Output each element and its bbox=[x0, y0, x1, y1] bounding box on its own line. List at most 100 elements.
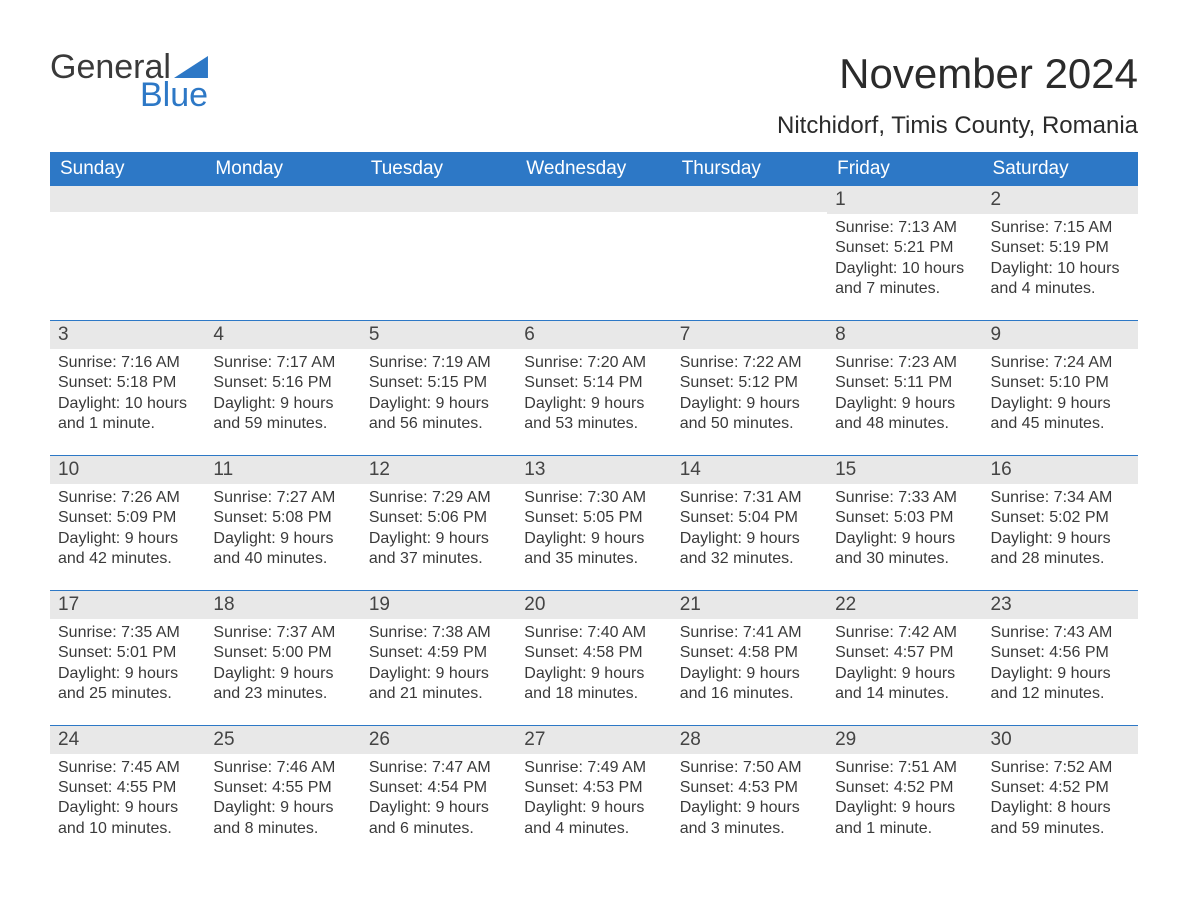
sunset-text: Sunset: 5:01 PM bbox=[58, 643, 197, 663]
day-body: Sunrise: 7:23 AMSunset: 5:11 PMDaylight:… bbox=[827, 349, 982, 441]
sunrise-text: Sunrise: 7:24 AM bbox=[991, 353, 1130, 373]
day-cell: 22Sunrise: 7:42 AMSunset: 4:57 PMDayligh… bbox=[827, 591, 982, 711]
daylight-text-2: and 1 minute. bbox=[835, 819, 974, 839]
daylight-text-1: Daylight: 9 hours bbox=[369, 664, 508, 684]
daylight-text-1: Daylight: 8 hours bbox=[991, 798, 1130, 818]
daylight-text-2: and 30 minutes. bbox=[835, 549, 974, 569]
daylight-text-2: and 23 minutes. bbox=[213, 684, 352, 704]
sunrise-text: Sunrise: 7:13 AM bbox=[835, 218, 974, 238]
daylight-text-2: and 12 minutes. bbox=[991, 684, 1130, 704]
day-cell: 3Sunrise: 7:16 AMSunset: 5:18 PMDaylight… bbox=[50, 321, 205, 441]
daylight-text-2: and 25 minutes. bbox=[58, 684, 197, 704]
daylight-text-1: Daylight: 9 hours bbox=[680, 664, 819, 684]
sunset-text: Sunset: 5:08 PM bbox=[213, 508, 352, 528]
day-number: 24 bbox=[50, 726, 205, 754]
logo: General Blue bbox=[50, 50, 208, 112]
day-number bbox=[516, 186, 671, 212]
day-number: 20 bbox=[516, 591, 671, 619]
daylight-text-1: Daylight: 9 hours bbox=[213, 798, 352, 818]
day-cell bbox=[516, 186, 671, 306]
sunrise-text: Sunrise: 7:34 AM bbox=[991, 488, 1130, 508]
sunrise-text: Sunrise: 7:49 AM bbox=[524, 758, 663, 778]
daylight-text-1: Daylight: 10 hours bbox=[835, 259, 974, 279]
calendar: Sunday Monday Tuesday Wednesday Thursday… bbox=[50, 152, 1138, 845]
sunrise-text: Sunrise: 7:27 AM bbox=[213, 488, 352, 508]
sunset-text: Sunset: 5:18 PM bbox=[58, 373, 197, 393]
sunrise-text: Sunrise: 7:30 AM bbox=[524, 488, 663, 508]
dow-tuesday: Tuesday bbox=[361, 152, 516, 186]
day-cell: 15Sunrise: 7:33 AMSunset: 5:03 PMDayligh… bbox=[827, 456, 982, 576]
daylight-text-1: Daylight: 9 hours bbox=[835, 529, 974, 549]
sunrise-text: Sunrise: 7:41 AM bbox=[680, 623, 819, 643]
day-number: 6 bbox=[516, 321, 671, 349]
daylight-text-1: Daylight: 9 hours bbox=[835, 394, 974, 414]
sunrise-text: Sunrise: 7:29 AM bbox=[369, 488, 508, 508]
day-number: 21 bbox=[672, 591, 827, 619]
header: General Blue November 2024 Nitchidorf, T… bbox=[50, 50, 1138, 140]
sunrise-text: Sunrise: 7:22 AM bbox=[680, 353, 819, 373]
daylight-text-2: and 59 minutes. bbox=[991, 819, 1130, 839]
sunset-text: Sunset: 5:16 PM bbox=[213, 373, 352, 393]
daylight-text-1: Daylight: 9 hours bbox=[680, 798, 819, 818]
daylight-text-1: Daylight: 9 hours bbox=[991, 664, 1130, 684]
daylight-text-2: and 45 minutes. bbox=[991, 414, 1130, 434]
daylight-text-2: and 50 minutes. bbox=[680, 414, 819, 434]
day-cell bbox=[50, 186, 205, 306]
sunset-text: Sunset: 5:21 PM bbox=[835, 238, 974, 258]
day-body: Sunrise: 7:42 AMSunset: 4:57 PMDaylight:… bbox=[827, 619, 982, 711]
day-cell: 8Sunrise: 7:23 AMSunset: 5:11 PMDaylight… bbox=[827, 321, 982, 441]
day-cell: 27Sunrise: 7:49 AMSunset: 4:53 PMDayligh… bbox=[516, 726, 671, 846]
day-body: Sunrise: 7:52 AMSunset: 4:52 PMDaylight:… bbox=[983, 754, 1138, 846]
daylight-text-1: Daylight: 9 hours bbox=[680, 394, 819, 414]
dow-thursday: Thursday bbox=[672, 152, 827, 186]
day-number bbox=[205, 186, 360, 212]
daylight-text-2: and 59 minutes. bbox=[213, 414, 352, 434]
day-cell: 24Sunrise: 7:45 AMSunset: 4:55 PMDayligh… bbox=[50, 726, 205, 846]
day-cell: 28Sunrise: 7:50 AMSunset: 4:53 PMDayligh… bbox=[672, 726, 827, 846]
day-body bbox=[205, 212, 360, 222]
daylight-text-1: Daylight: 9 hours bbox=[58, 664, 197, 684]
day-number: 29 bbox=[827, 726, 982, 754]
day-body: Sunrise: 7:40 AMSunset: 4:58 PMDaylight:… bbox=[516, 619, 671, 711]
day-number: 12 bbox=[361, 456, 516, 484]
week-row: 3Sunrise: 7:16 AMSunset: 5:18 PMDaylight… bbox=[50, 320, 1138, 441]
day-body: Sunrise: 7:19 AMSunset: 5:15 PMDaylight:… bbox=[361, 349, 516, 441]
day-body: Sunrise: 7:17 AMSunset: 5:16 PMDaylight:… bbox=[205, 349, 360, 441]
day-cell: 12Sunrise: 7:29 AMSunset: 5:06 PMDayligh… bbox=[361, 456, 516, 576]
sunset-text: Sunset: 5:19 PM bbox=[991, 238, 1130, 258]
day-number: 17 bbox=[50, 591, 205, 619]
sunrise-text: Sunrise: 7:51 AM bbox=[835, 758, 974, 778]
day-body: Sunrise: 7:27 AMSunset: 5:08 PMDaylight:… bbox=[205, 484, 360, 576]
day-number: 27 bbox=[516, 726, 671, 754]
day-body: Sunrise: 7:34 AMSunset: 5:02 PMDaylight:… bbox=[983, 484, 1138, 576]
day-number: 10 bbox=[50, 456, 205, 484]
sunrise-text: Sunrise: 7:16 AM bbox=[58, 353, 197, 373]
day-cell: 7Sunrise: 7:22 AMSunset: 5:12 PMDaylight… bbox=[672, 321, 827, 441]
day-number: 28 bbox=[672, 726, 827, 754]
sunset-text: Sunset: 4:56 PM bbox=[991, 643, 1130, 663]
sunrise-text: Sunrise: 7:17 AM bbox=[213, 353, 352, 373]
day-number: 13 bbox=[516, 456, 671, 484]
day-body: Sunrise: 7:46 AMSunset: 4:55 PMDaylight:… bbox=[205, 754, 360, 846]
day-body: Sunrise: 7:50 AMSunset: 4:53 PMDaylight:… bbox=[672, 754, 827, 846]
daylight-text-1: Daylight: 9 hours bbox=[835, 664, 974, 684]
day-body bbox=[672, 212, 827, 222]
day-cell bbox=[361, 186, 516, 306]
sunset-text: Sunset: 4:52 PM bbox=[991, 778, 1130, 798]
daylight-text-1: Daylight: 9 hours bbox=[991, 394, 1130, 414]
daylight-text-2: and 3 minutes. bbox=[680, 819, 819, 839]
sunset-text: Sunset: 5:02 PM bbox=[991, 508, 1130, 528]
day-cell: 13Sunrise: 7:30 AMSunset: 5:05 PMDayligh… bbox=[516, 456, 671, 576]
day-body: Sunrise: 7:37 AMSunset: 5:00 PMDaylight:… bbox=[205, 619, 360, 711]
dow-wednesday: Wednesday bbox=[516, 152, 671, 186]
daylight-text-1: Daylight: 9 hours bbox=[369, 394, 508, 414]
daylight-text-1: Daylight: 9 hours bbox=[369, 529, 508, 549]
sunset-text: Sunset: 5:04 PM bbox=[680, 508, 819, 528]
daylight-text-2: and 37 minutes. bbox=[369, 549, 508, 569]
day-body bbox=[516, 212, 671, 222]
sunrise-text: Sunrise: 7:26 AM bbox=[58, 488, 197, 508]
sunrise-text: Sunrise: 7:19 AM bbox=[369, 353, 508, 373]
weeks-container: 1Sunrise: 7:13 AMSunset: 5:21 PMDaylight… bbox=[50, 186, 1138, 845]
day-body: Sunrise: 7:29 AMSunset: 5:06 PMDaylight:… bbox=[361, 484, 516, 576]
daylight-text-1: Daylight: 9 hours bbox=[991, 529, 1130, 549]
